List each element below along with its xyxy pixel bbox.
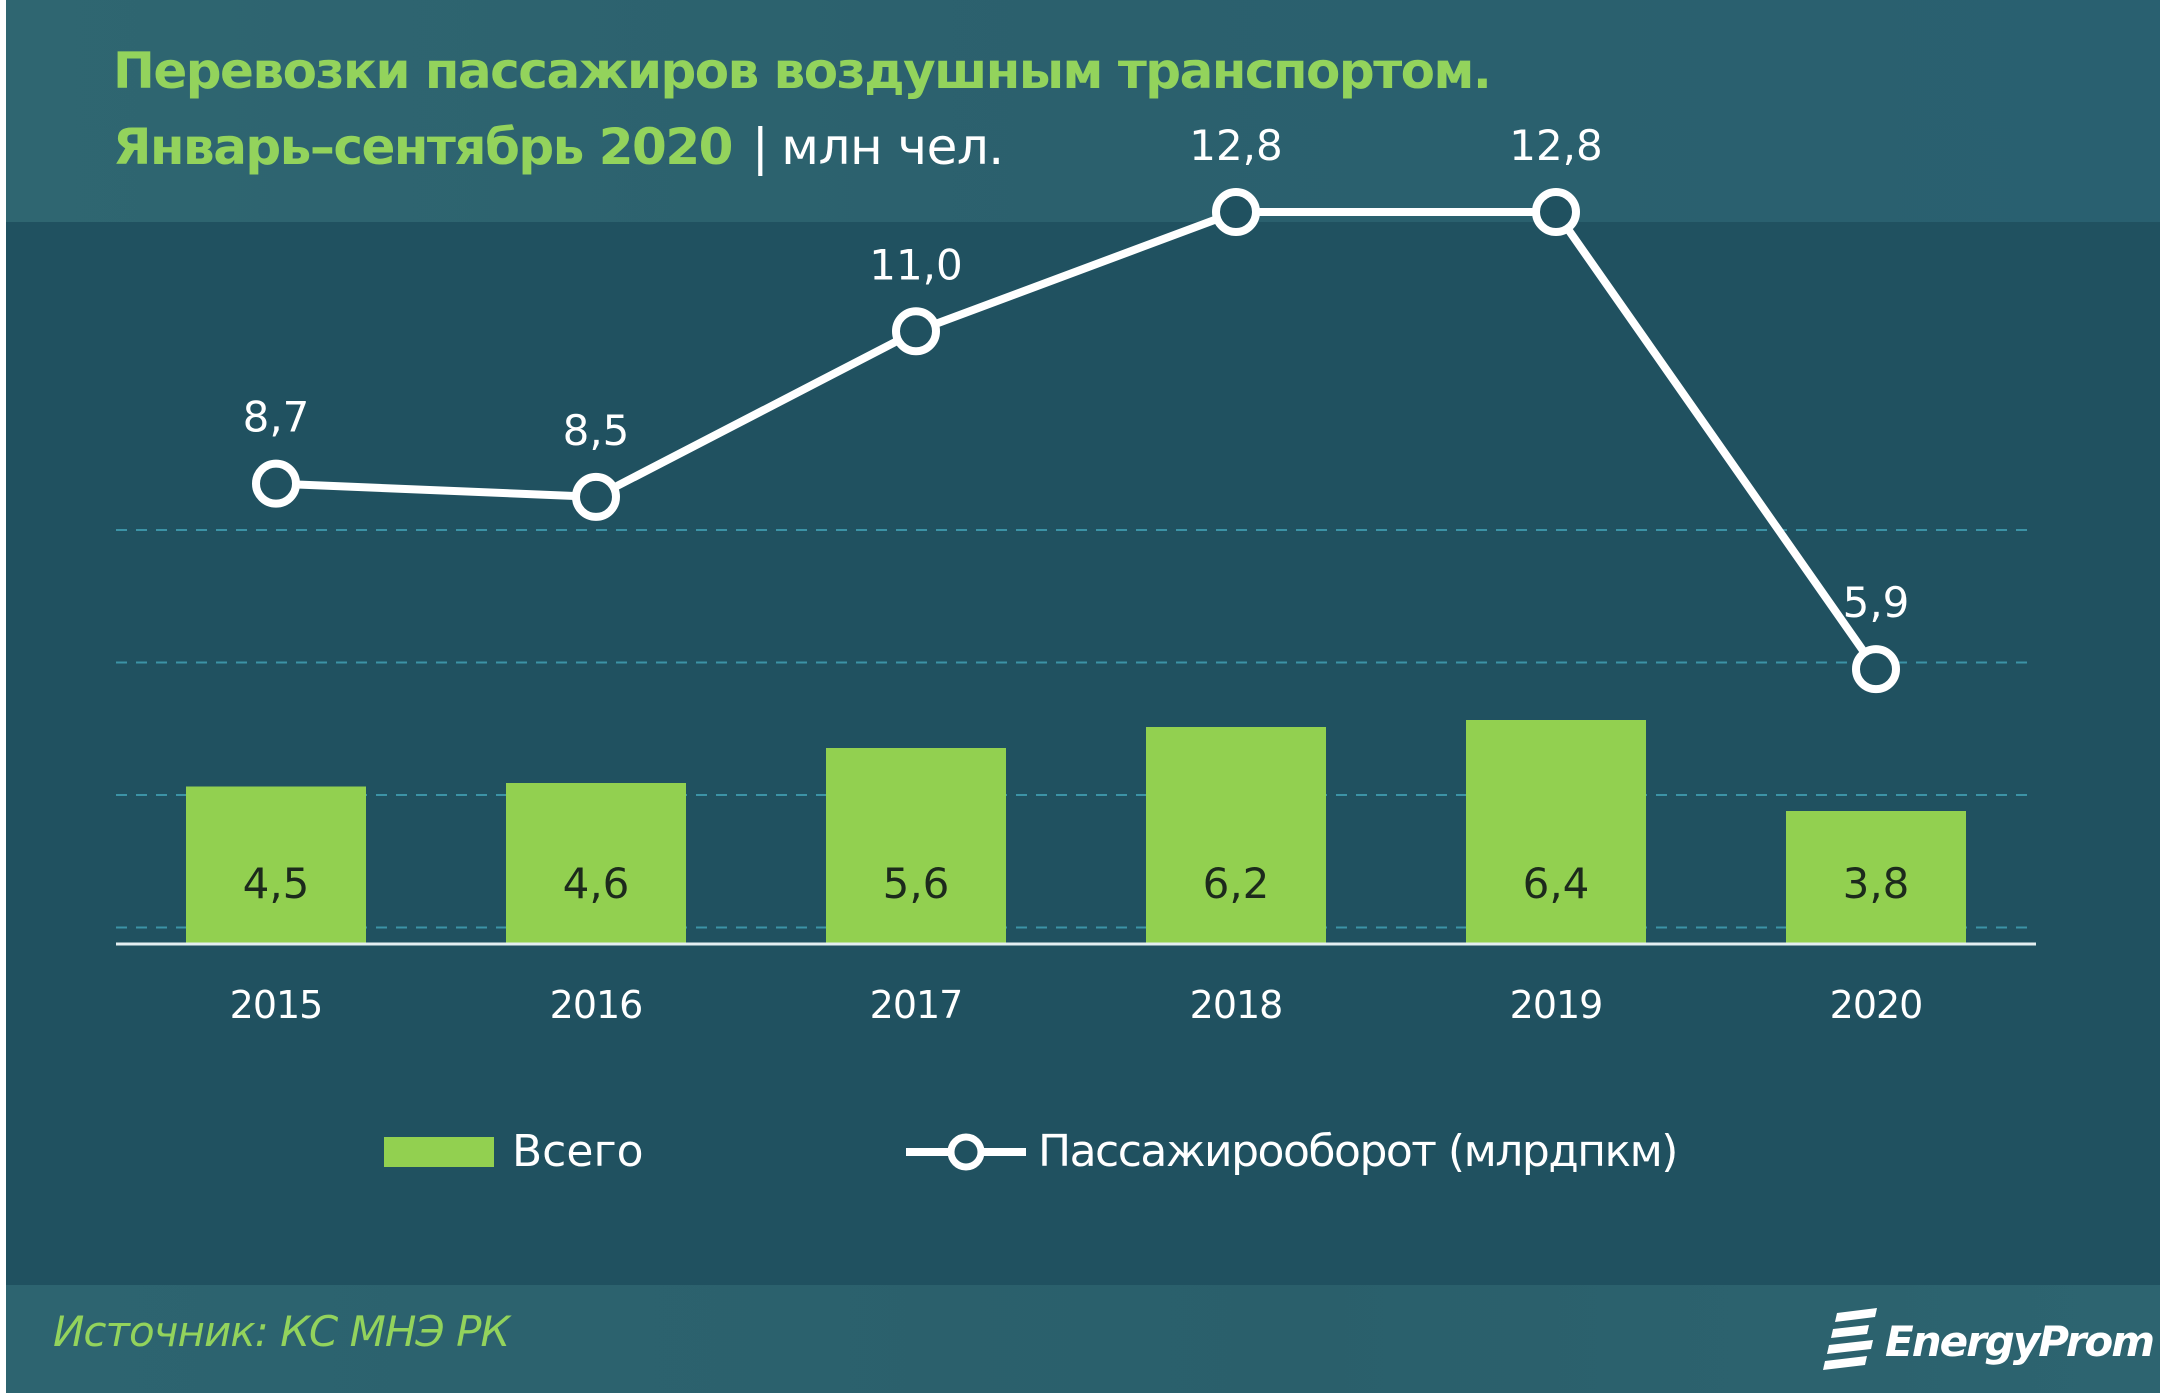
bar-value-label: 5,6: [883, 859, 950, 908]
source-note: Источник: КС МНЭ РК: [53, 1307, 510, 1356]
chart-subtitle: Январь–сентябрь 2020 | млн чел.: [113, 118, 1004, 176]
legend-label-bar: Всего: [512, 1126, 643, 1177]
line-value-label: 11,0: [869, 240, 963, 289]
line-value-label: 12,8: [1189, 121, 1283, 170]
x-tick-label: 2016: [550, 983, 643, 1027]
bar-value-label: 4,6: [563, 859, 630, 908]
line-point: [892, 307, 940, 356]
x-tick-label: 2018: [1190, 983, 1283, 1027]
bar: [1466, 720, 1646, 944]
x-tick-label: 2017: [870, 983, 963, 1027]
bar-value-label: 6,4: [1523, 859, 1590, 908]
line-value-labels: 8,7 8,5 11,0 12,8 12,8 5,9: [243, 121, 1910, 627]
title-line-1: Перевозки пассажиров воздушным транспорт…: [113, 42, 1492, 100]
title-line-2: Январь–сентябрь 2020: [113, 118, 733, 176]
bar: [1786, 811, 1966, 944]
line-value-label: 5,9: [1843, 578, 1910, 627]
line-point: [572, 472, 620, 521]
legend-label-line: Пассажирооборот (млрдпкм): [1038, 1126, 1677, 1177]
bar-value-labels: 4,5 4,6 5,6 6,2 6,4 3,8: [243, 859, 1910, 908]
energyprom-logo-icon: [1823, 1308, 1877, 1370]
line-value-label: 8,5: [563, 406, 630, 455]
bar-value-label: 3,8: [1843, 859, 1910, 908]
line-point: [252, 459, 300, 508]
legend: Всего Пассажирооборот (млрдпкм): [384, 1126, 1678, 1177]
bar: [1146, 727, 1326, 944]
x-tick-label: 2019: [1510, 983, 1603, 1027]
line-point: [1532, 188, 1580, 236]
x-tick-labels: 2015 2016 2017 2018 2019 2020: [230, 983, 1924, 1027]
line-value-label: 8,7: [243, 393, 310, 442]
x-tick-label: 2020: [1830, 983, 1923, 1027]
bar-value-label: 6,2: [1203, 859, 1270, 908]
line-series: [252, 188, 1900, 694]
legend-swatch-bar: [384, 1137, 494, 1167]
title-separator: |: [751, 118, 769, 176]
chart-plot: 4,5 4,6 5,6 6,2 6,4 3,8 2015 2016 2017 2018 2019 2…: [116, 121, 2036, 1177]
line-point: [1212, 188, 1260, 236]
gridlines: [116, 529, 2036, 929]
line-point: [1852, 645, 1900, 694]
bar-value-label: 4,5: [243, 859, 310, 908]
line-path: [275, 208, 1880, 672]
chart-header: Перевозки пассажиров воздушным транспорт…: [6, 0, 2160, 222]
bar-series: [186, 720, 1966, 944]
legend-marker-line: [947, 1133, 985, 1171]
line-value-label: 12,8: [1509, 121, 1603, 170]
bar: [506, 783, 686, 944]
bar: [186, 786, 366, 944]
x-tick-label: 2015: [230, 983, 323, 1027]
brand-name: EnergyProm: [1885, 1317, 2155, 1366]
title-unit: млн чел.: [781, 118, 1004, 176]
bar: [826, 748, 1006, 944]
chart-footer: Источник: КС МНЭ РК EnergyProm: [6, 1285, 2160, 1393]
chart-frame: Перевозки пассажиров воздушным транспорт…: [6, 0, 2160, 1393]
chart-title: Перевозки пассажиров воздушным транспорт…: [113, 42, 1492, 100]
